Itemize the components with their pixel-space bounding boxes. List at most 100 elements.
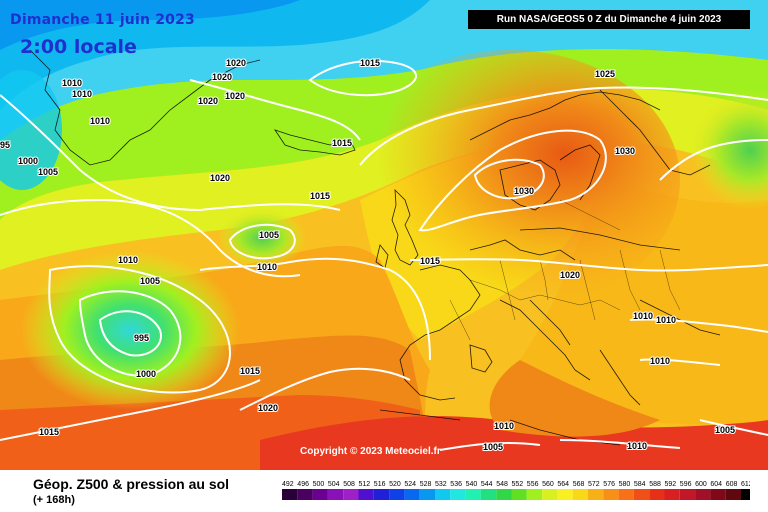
legend-color-swatch bbox=[435, 489, 451, 500]
legend-color-swatch bbox=[572, 489, 588, 500]
legend-color-swatch bbox=[618, 489, 634, 500]
pressure-label: 1030 bbox=[514, 186, 534, 196]
legend-value-label: 520 bbox=[389, 481, 401, 488]
legend-value-label: 612 bbox=[741, 481, 750, 488]
pressure-label: 1005 bbox=[483, 442, 503, 452]
legend-color-swatch bbox=[419, 489, 435, 500]
legend-color-swatch bbox=[327, 489, 344, 500]
legend-value-label: 604 bbox=[710, 481, 722, 488]
legend-color-swatch bbox=[542, 489, 558, 500]
pressure-label: 1005 bbox=[715, 425, 735, 435]
pressure-label: 1015 bbox=[420, 256, 440, 266]
pressure-label: 1010 bbox=[72, 89, 92, 99]
pressure-label: 95 bbox=[0, 140, 10, 150]
legend-value-label: 548 bbox=[496, 481, 508, 488]
legend-color-swatch bbox=[649, 489, 665, 500]
pressure-label: 1020 bbox=[226, 58, 246, 68]
pressure-labels: 1020 1015 1010 1010 1020 1020 1020 1010 … bbox=[0, 57, 736, 453]
legend-color-swatch bbox=[695, 489, 711, 500]
pressure-label: 1010 bbox=[90, 116, 110, 126]
legend-color-swatch bbox=[664, 489, 680, 500]
legend-color-swatch bbox=[557, 489, 573, 500]
pressure-label: 1010 bbox=[650, 356, 670, 366]
legend-color-swatch bbox=[710, 489, 726, 500]
legend-color-swatch bbox=[282, 489, 298, 500]
pressure-label: 1000 bbox=[136, 369, 156, 379]
pressure-label: 1010 bbox=[656, 315, 676, 325]
legend-value-label: 544 bbox=[481, 481, 493, 488]
legend-value-label: 592 bbox=[665, 481, 677, 488]
legend-value-label: 536 bbox=[450, 481, 462, 488]
pressure-label: 1005 bbox=[38, 167, 58, 177]
pressure-label: 1015 bbox=[39, 427, 59, 437]
legend-value-label: 572 bbox=[588, 481, 600, 488]
pressure-label: 1020 bbox=[210, 173, 230, 183]
legend-value-label: 516 bbox=[374, 481, 386, 488]
pressure-label: 1010 bbox=[627, 441, 647, 451]
pressure-label: 1015 bbox=[240, 366, 260, 376]
weather-map: 1020 1015 1010 1010 1020 1020 1020 1010 … bbox=[0, 0, 768, 470]
map-title: Géop. Z500 & pression au sol bbox=[33, 476, 230, 492]
legend-value-label: 576 bbox=[603, 481, 615, 488]
pressure-label: 995 bbox=[134, 333, 149, 343]
legend-color-swatch bbox=[511, 489, 527, 500]
legend-value-label: 512 bbox=[359, 481, 371, 488]
pressure-label: 1005 bbox=[140, 276, 160, 286]
pressure-label: 1030 bbox=[615, 146, 635, 156]
legend-color-swatch bbox=[725, 489, 741, 500]
legend-color-swatch bbox=[404, 489, 420, 500]
pressure-label: 1015 bbox=[360, 58, 380, 68]
legend-value-label: 540 bbox=[466, 481, 478, 488]
map-subtitle: (+ 168h) bbox=[33, 494, 75, 506]
pressure-label: 1015 bbox=[332, 138, 352, 148]
pressure-label: 1010 bbox=[494, 421, 514, 431]
forecast-date: Dimanche 11 juin 2023 bbox=[10, 12, 195, 28]
legend-color-swatch bbox=[373, 489, 390, 500]
legend-color-swatch bbox=[679, 489, 696, 500]
legend-value-label: 552 bbox=[512, 481, 524, 488]
legend-color-swatch bbox=[358, 489, 374, 500]
legend-value-label: 532 bbox=[435, 481, 447, 488]
pressure-label: 1020 bbox=[560, 270, 580, 280]
legend-color-swatch bbox=[297, 489, 313, 500]
legend-value-label: 560 bbox=[542, 481, 554, 488]
coastlines bbox=[29, 49, 721, 446]
legend-value-label: 608 bbox=[726, 481, 738, 488]
pressure-label: 1020 bbox=[225, 91, 245, 101]
legend-color-swatch bbox=[343, 489, 359, 500]
legend-color-swatch bbox=[496, 489, 512, 500]
legend-color-swatch bbox=[450, 489, 466, 500]
legend-value-label: 580 bbox=[619, 481, 631, 488]
legend-value-label: 584 bbox=[634, 481, 646, 488]
run-info-box: Run NASA/GEOS5 0 Z du Dimanche 4 juin 20… bbox=[468, 10, 750, 29]
pressure-label: 1000 bbox=[18, 156, 38, 166]
pressure-label: 1020 bbox=[258, 403, 278, 413]
borders bbox=[449, 199, 681, 341]
legend-color-swatch bbox=[741, 489, 750, 500]
legend-value-label: 496 bbox=[297, 481, 309, 488]
legend-value-label: 556 bbox=[527, 481, 539, 488]
forecast-time: 2:00 locale bbox=[20, 36, 137, 58]
pressure-label: 1010 bbox=[633, 311, 653, 321]
legend-value-label: 504 bbox=[328, 481, 340, 488]
legend-color-swatch bbox=[588, 489, 604, 500]
legend-color-swatch bbox=[633, 489, 650, 500]
copyright-text: Copyright © 2023 Meteociel.fr bbox=[300, 446, 441, 457]
legend-color-swatch bbox=[465, 489, 481, 500]
pressure-label: 1010 bbox=[118, 255, 138, 265]
legend-value-label: 500 bbox=[313, 481, 325, 488]
legend-value-label: 588 bbox=[649, 481, 661, 488]
legend-value-label: 524 bbox=[404, 481, 416, 488]
legend-value-label: 492 bbox=[282, 481, 294, 488]
legend-color-swatch bbox=[480, 489, 497, 500]
pressure-label: 1020 bbox=[212, 72, 232, 82]
pressure-label: 1015 bbox=[310, 191, 330, 201]
legend-color-swatch bbox=[312, 489, 328, 500]
pressure-label: 1010 bbox=[62, 78, 82, 88]
isobars bbox=[0, 59, 768, 451]
legend-value-label: 600 bbox=[695, 481, 707, 488]
pressure-label: 1005 bbox=[259, 230, 279, 240]
pressure-label: 1025 bbox=[595, 69, 615, 79]
legend-color-swatch bbox=[526, 489, 543, 500]
legend-value-label: 596 bbox=[680, 481, 692, 488]
